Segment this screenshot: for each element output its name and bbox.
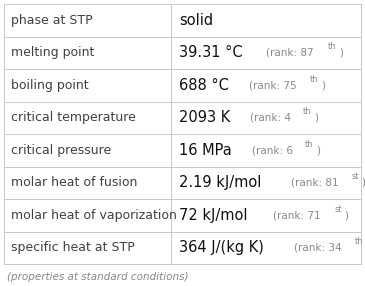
Text: 72 kJ/mol: 72 kJ/mol [179,208,247,223]
Text: ): ) [339,48,343,58]
Text: 16 MPa: 16 MPa [179,143,232,158]
Text: ): ) [344,210,348,220]
Text: 39.31 °C: 39.31 °C [179,45,243,60]
Text: th: th [303,108,312,116]
Text: (rank: 34: (rank: 34 [294,243,341,253]
Text: ): ) [321,80,325,90]
Text: critical temperature: critical temperature [11,111,136,124]
Text: ): ) [316,145,320,155]
Text: (rank: 81: (rank: 81 [291,178,338,188]
Text: boiling point: boiling point [11,79,89,92]
Text: melting point: melting point [11,46,95,59]
Text: 688 °C: 688 °C [179,78,229,93]
Text: (rank: 4: (rank: 4 [250,113,291,123]
Text: critical pressure: critical pressure [11,144,111,157]
Text: solid: solid [179,13,213,28]
Text: st: st [334,205,342,214]
Text: (rank: 71: (rank: 71 [273,210,320,220]
Text: molar heat of fusion: molar heat of fusion [11,176,137,189]
Text: ): ) [362,178,365,188]
Text: 2093 K: 2093 K [179,110,230,125]
Text: molar heat of vaporization: molar heat of vaporization [11,209,177,222]
Text: 2.19 kJ/mol: 2.19 kJ/mol [179,175,261,190]
Text: specific heat at STP: specific heat at STP [11,241,135,254]
Text: th: th [305,140,314,149]
Text: 364 J/(kg K): 364 J/(kg K) [179,240,264,255]
Text: th: th [355,237,364,247]
Text: (properties at standard conditions): (properties at standard conditions) [7,272,188,282]
Text: st: st [352,172,360,181]
Text: (rank: 75: (rank: 75 [249,80,296,90]
Text: ): ) [314,113,318,123]
Text: th: th [328,42,336,51]
Text: (rank: 6: (rank: 6 [252,145,293,155]
Text: phase at STP: phase at STP [11,14,93,27]
Text: th: th [310,75,319,84]
Text: (rank: 87: (rank: 87 [266,48,314,58]
